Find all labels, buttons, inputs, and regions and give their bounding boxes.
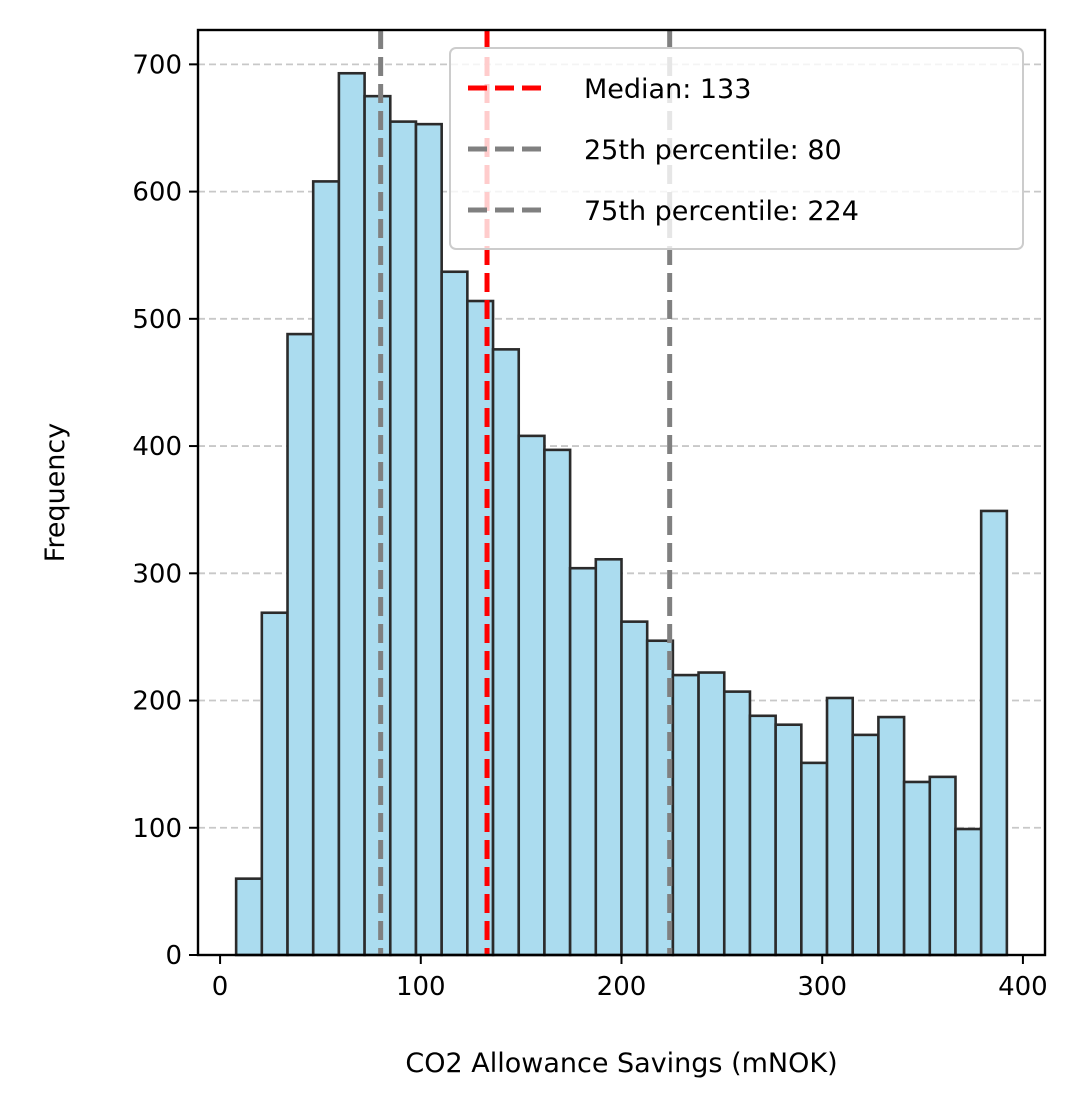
histogram-bar xyxy=(286,332,315,957)
histogram-bar xyxy=(414,122,443,957)
y-tick-label: 100 xyxy=(132,814,182,844)
histogram-bar xyxy=(491,348,521,957)
y-tick-label: 600 xyxy=(132,178,182,208)
legend-box xyxy=(449,47,1024,250)
x-tick-label: 300 xyxy=(797,972,847,1002)
histogram-bar xyxy=(440,270,469,957)
y-tick-label: 200 xyxy=(132,687,182,717)
histogram-bars xyxy=(234,71,1009,957)
histogram-bar xyxy=(234,877,264,957)
histogram-bar xyxy=(517,434,546,957)
x-tick-label: 100 xyxy=(396,972,446,1002)
histogram-bar xyxy=(851,733,880,957)
histogram-bar xyxy=(620,620,649,957)
histogram-bar xyxy=(928,775,957,957)
y-tick-label: 400 xyxy=(132,432,182,462)
histogram-bar xyxy=(902,780,932,957)
histogram-bar xyxy=(697,671,726,957)
histogram-bar xyxy=(748,714,777,957)
histogram-bar xyxy=(877,715,906,957)
histogram-bar xyxy=(979,509,1009,957)
reference-lines xyxy=(378,30,673,955)
histogram-bar xyxy=(388,120,418,957)
legend-entry-label: 25th percentile: 80 xyxy=(584,135,842,166)
x-tick-label: 0 xyxy=(212,972,229,1002)
histogram-bar xyxy=(568,566,598,957)
histogram-bar xyxy=(671,673,700,957)
x-tick-label: 400 xyxy=(998,972,1048,1002)
x-tick-label: 200 xyxy=(597,972,647,1002)
y-tick-label: 700 xyxy=(132,50,182,80)
legend-entry-label: 75th percentile: 224 xyxy=(584,196,859,227)
histogram-bar xyxy=(722,690,752,957)
histogram-bar xyxy=(337,71,366,957)
x-axis-label: CO2 Allowance Savings (mNOK) xyxy=(405,1048,837,1079)
histogram-bar xyxy=(594,557,623,957)
histogram-bar xyxy=(825,696,855,957)
y-tick-label: 300 xyxy=(132,559,182,589)
x-axis-ticks: 0 100 200 300 400 xyxy=(212,955,1048,1002)
histogram-bar xyxy=(774,723,803,957)
y-axis-ticks: 0 100 200 300 400 500 600 700 xyxy=(132,50,198,971)
y-tick-label: 0 xyxy=(165,941,182,971)
histogram-bar xyxy=(954,827,983,957)
legend-entry-label: Median: 133 xyxy=(584,74,751,105)
histogram-bar xyxy=(543,448,572,957)
histogram-bar xyxy=(800,761,829,957)
legend: Median: 133 25th percentile: 80 75th perce… xyxy=(449,47,1024,250)
y-tick-label: 500 xyxy=(132,305,182,335)
histogram-bar xyxy=(363,94,392,957)
histogram-bar xyxy=(260,611,289,957)
histogram-bar xyxy=(311,180,341,957)
y-axis-label: Frequency xyxy=(40,423,71,563)
